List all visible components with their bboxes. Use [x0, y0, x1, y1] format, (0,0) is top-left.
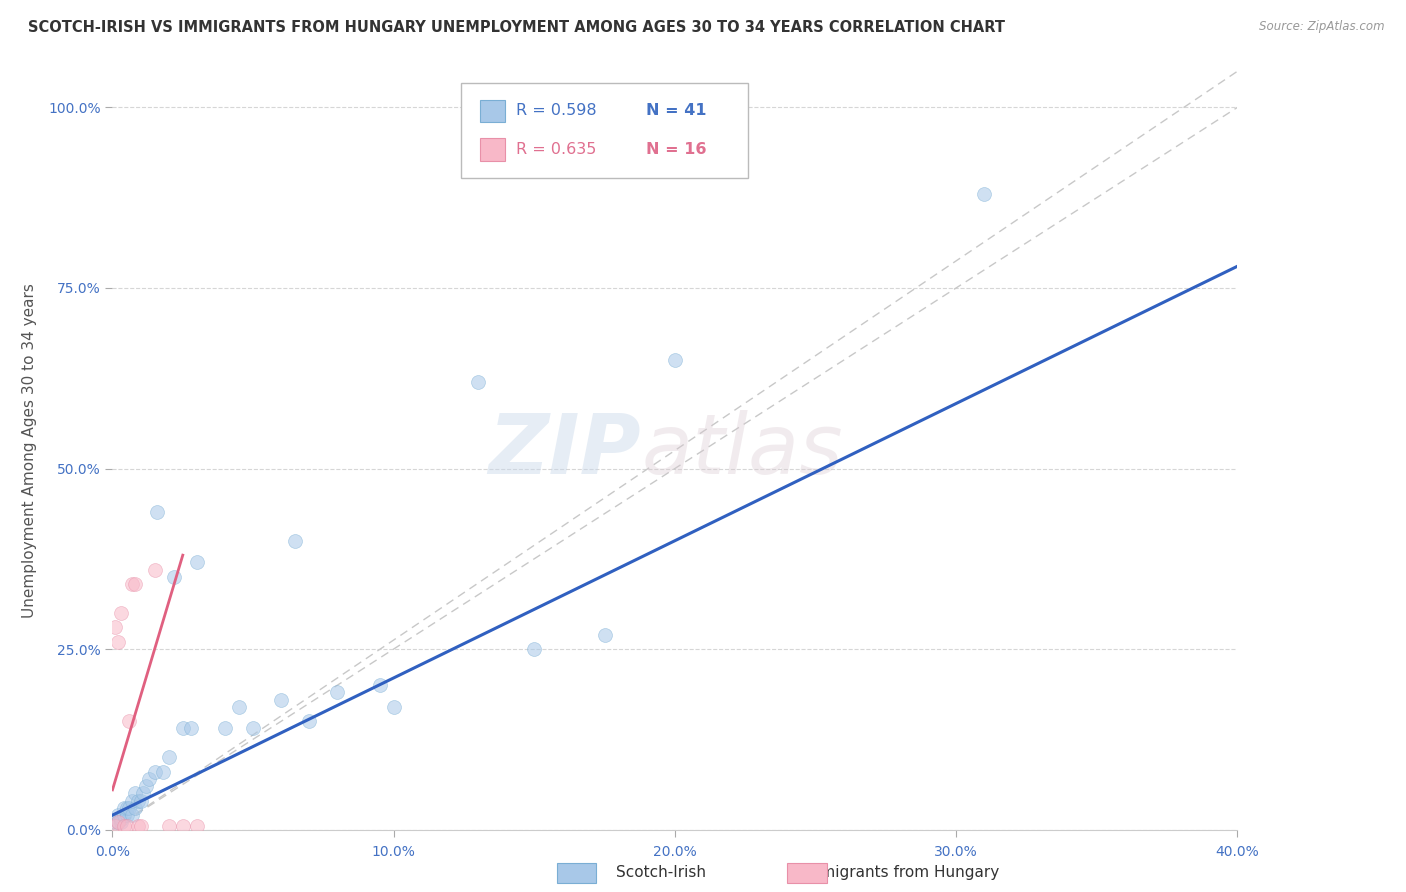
Point — [124, 801, 146, 815]
Text: Immigrants from Hungary: Immigrants from Hungary — [800, 865, 1000, 880]
Text: SCOTCH-IRISH VS IMMIGRANTS FROM HUNGARY UNEMPLOYMENT AMONG AGES 30 TO 34 YEARS C: SCOTCH-IRISH VS IMMIGRANTS FROM HUNGARY … — [28, 20, 1005, 35]
Text: atlas: atlas — [641, 410, 842, 491]
Point — [138, 772, 160, 786]
Point — [124, 787, 146, 801]
Point — [118, 801, 141, 815]
Point — [129, 819, 152, 833]
Point — [146, 505, 169, 519]
Point — [121, 577, 143, 591]
Point — [112, 808, 135, 822]
Point — [112, 801, 135, 815]
Point — [157, 750, 180, 764]
Point — [135, 779, 157, 793]
Point — [107, 815, 129, 830]
Point — [115, 808, 138, 822]
Point — [104, 620, 127, 634]
Text: N = 41: N = 41 — [645, 103, 706, 119]
Point — [115, 819, 138, 833]
Point — [186, 555, 208, 569]
Point — [467, 375, 489, 389]
Point — [973, 187, 995, 202]
Point — [110, 812, 132, 826]
Point — [163, 570, 186, 584]
Point — [107, 635, 129, 649]
FancyBboxPatch shape — [461, 83, 748, 178]
Point — [242, 722, 264, 736]
Point — [172, 722, 194, 736]
Point — [112, 819, 135, 833]
Point — [593, 627, 616, 641]
Text: R = 0.635: R = 0.635 — [516, 142, 596, 157]
Point — [129, 794, 152, 808]
Point — [270, 692, 292, 706]
Text: N = 16: N = 16 — [645, 142, 706, 157]
Point — [107, 808, 129, 822]
Point — [284, 533, 307, 548]
Point — [214, 722, 236, 736]
Point — [172, 819, 194, 833]
Text: Source: ZipAtlas.com: Source: ZipAtlas.com — [1260, 20, 1385, 33]
Point — [104, 815, 127, 830]
Point — [110, 606, 132, 620]
Point — [132, 787, 155, 801]
Point — [382, 699, 405, 714]
Point — [127, 819, 149, 833]
Point — [368, 678, 391, 692]
Point — [115, 801, 138, 815]
Point — [152, 764, 174, 779]
Point — [127, 794, 149, 808]
Point — [523, 642, 546, 657]
Text: Scotch-Irish: Scotch-Irish — [616, 865, 706, 880]
Point — [121, 794, 143, 808]
Point — [298, 714, 321, 729]
Point — [664, 353, 686, 368]
Text: R = 0.598: R = 0.598 — [516, 103, 598, 119]
Point — [124, 577, 146, 591]
Point — [180, 722, 202, 736]
Point — [107, 815, 129, 830]
Point — [157, 819, 180, 833]
Point — [143, 563, 166, 577]
Point — [326, 685, 349, 699]
Point — [110, 815, 132, 830]
Point — [228, 699, 250, 714]
Point — [143, 764, 166, 779]
FancyBboxPatch shape — [481, 100, 505, 122]
Point — [186, 819, 208, 833]
Point — [118, 714, 141, 729]
FancyBboxPatch shape — [481, 138, 505, 161]
Point — [121, 808, 143, 822]
Point — [104, 819, 127, 833]
Text: ZIP: ZIP — [488, 410, 641, 491]
Y-axis label: Unemployment Among Ages 30 to 34 years: Unemployment Among Ages 30 to 34 years — [22, 283, 37, 618]
